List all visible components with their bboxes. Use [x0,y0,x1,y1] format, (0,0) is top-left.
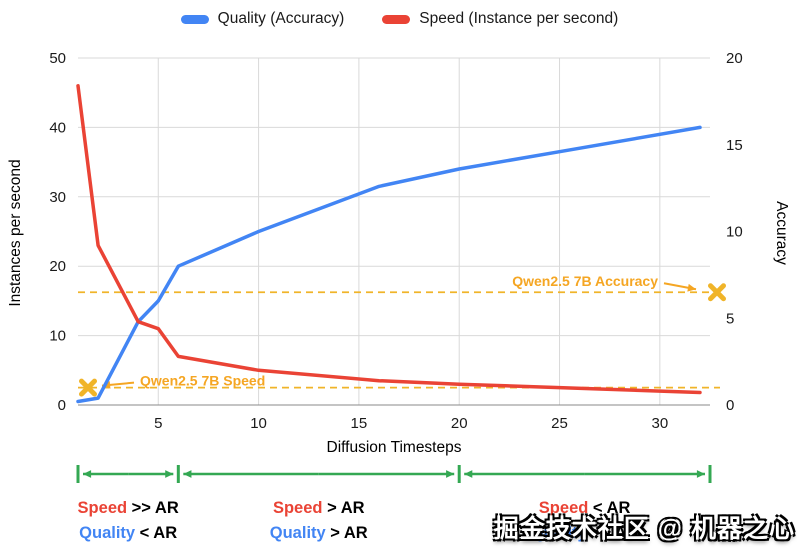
region-quality-rest: >> AR [586,524,639,542]
region-label: Speed > AR Quality > AR [270,496,368,546]
region-quality-line: Quality < AR [78,521,179,546]
watermark: 掘金技术社区 @ 机器之心 [493,515,795,543]
region-quality-word: Quality [269,524,326,542]
region-quality-line: Quality > AR [270,521,368,546]
left-tick-label: 10 [49,328,66,345]
region-quality-word: Quality [530,524,587,542]
region-arrow-head [83,470,92,478]
reference-label: Qwen2.5 7B Speed [140,373,265,389]
region-quality-word: Quality [79,524,136,542]
x-marker [708,283,726,302]
right-tick-label: 15 [726,137,743,154]
x-axis-title: Diffusion Timesteps [326,439,462,456]
legend-swatch [180,14,209,24]
right-tick-label: 0 [726,397,734,414]
x-tick-label: 5 [154,415,162,432]
x-marker [79,378,97,397]
x-tick-label: 30 [651,415,668,432]
legend-item-quality: Quality (Accuracy) [180,10,345,28]
region-quality-line: Quality >> AR [531,521,639,546]
left-axis-title: Instances per second [7,159,24,307]
region-speed-word: Speed [538,499,589,517]
legend-item-speed: Speed (Instance per second) [382,10,618,28]
region-speed-word: Speed [272,499,323,517]
chart-legend: Quality (Accuracy) Speed (Instance per s… [0,10,799,28]
reference-arrow-head [687,283,696,292]
legend-swatch [382,14,411,24]
region-arrow-head [165,470,174,478]
series-line-1 [76,84,702,395]
region-speed-line: Speed < AR [531,496,639,521]
region-quality-rest: > AR [325,524,368,542]
left-tick-label: 40 [49,119,66,136]
region-label: Speed < AR Quality >> AR [531,496,639,546]
region-speed-rest: >> AR [127,499,179,517]
x-tick-label: 10 [250,415,267,432]
legend-label-speed: Speed (Instance per second) [419,10,619,27]
region-arrow-head [696,470,705,478]
region-speed-rest: < AR [588,499,631,517]
reference-label: Qwen2.5 7B Accuracy [512,273,658,289]
region-label: Speed >> AR Quality < AR [78,496,179,546]
region-speed-line: Speed > AR [270,496,368,521]
region-arrow-head [183,470,192,478]
region-speed-line: Speed >> AR [78,496,179,521]
region-speed-rest: > AR [322,499,365,517]
region-arrow-head [464,470,473,478]
region-speed-word: Speed [77,499,128,517]
right-tick-label: 5 [726,310,734,327]
x-tick-label: 20 [451,415,468,432]
left-tick-label: 30 [49,189,66,206]
series-line-0 [76,125,702,404]
right-tick-label: 10 [726,224,743,241]
x-tick-label: 15 [351,415,368,432]
left-tick-label: 0 [58,397,66,414]
right-tick-label: 20 [726,50,743,67]
region-arrow-head [446,470,455,478]
legend-label-quality: Quality (Accuracy) [217,10,345,27]
left-tick-label: 20 [49,258,66,275]
right-axis-title: Accuracy [773,201,790,265]
x-tick-label: 25 [551,415,568,432]
left-tick-label: 50 [49,50,66,67]
region-quality-rest: < AR [135,524,178,542]
